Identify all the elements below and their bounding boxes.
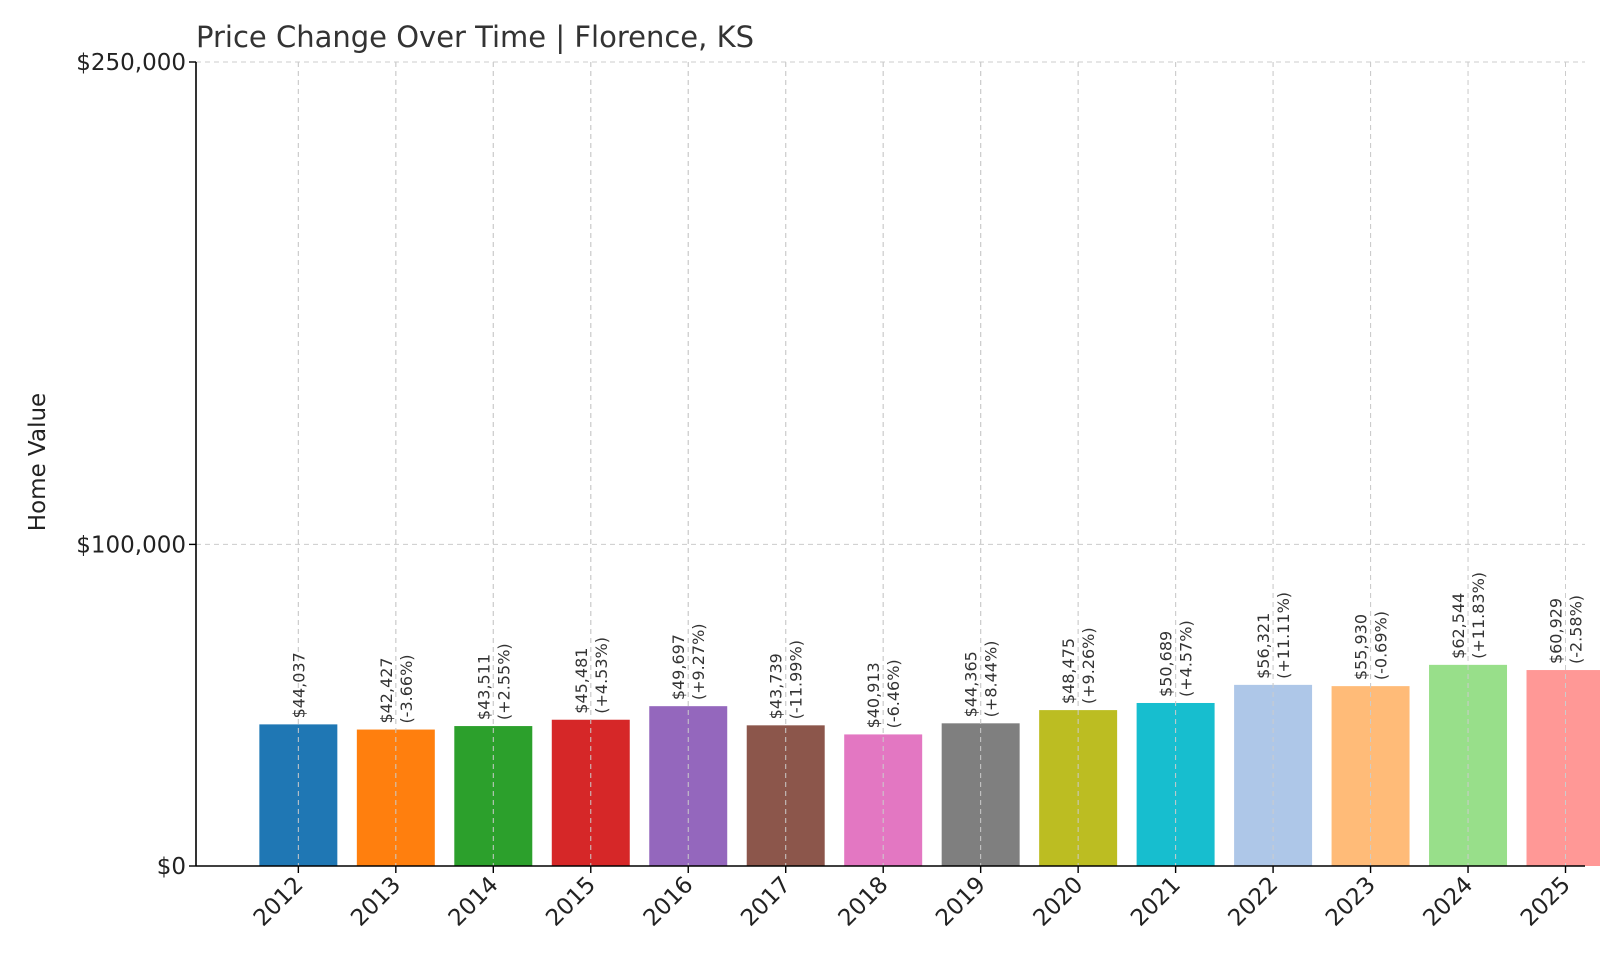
value-label-2012: $44,037 [289, 652, 308, 718]
y-tick-label: $100,000 [76, 532, 186, 558]
x-tick-label: 2016 [639, 872, 699, 932]
change-label-2017: (-11.99%) [787, 640, 806, 719]
value-label-2025: $60,929 [1547, 598, 1566, 664]
data-label-layer: $44,037 $42,427 (-3.66%) $43,511 (+2.55%) $45… [289, 572, 1585, 728]
change-label-2020: (+9.26%) [1079, 627, 1098, 704]
value-label-2015: $45,481 [572, 648, 591, 714]
value-label-2018: $40,913 [864, 662, 883, 728]
change-label-2013: (-3.66%) [397, 654, 416, 723]
x-tick-label: 2024 [1418, 872, 1478, 932]
change-label-2016: (+9.27%) [689, 623, 708, 700]
value-label-2022: $56,321 [1254, 613, 1273, 679]
x-tick-label: 2014 [444, 872, 504, 932]
x-tick-label: 2020 [1029, 872, 1089, 932]
value-label-2013: $42,427 [377, 657, 396, 723]
change-label-2022: (+11.11%) [1274, 592, 1293, 679]
change-label-2015: (+4.53%) [592, 637, 611, 714]
value-label-2016: $49,697 [669, 634, 688, 700]
change-label-2014: (+2.55%) [494, 643, 513, 720]
chart-title: Price Change Over Time | Florence, KS [196, 20, 754, 54]
change-label-2019: (+8.44%) [982, 641, 1001, 718]
value-label-2017: $43,739 [767, 653, 786, 719]
x-tick-label: 2019 [931, 872, 991, 932]
change-label-2021: (+4.57%) [1177, 620, 1196, 697]
value-label-2019: $44,365 [962, 651, 981, 717]
x-tick-label: 2018 [834, 872, 894, 932]
value-label-2020: $48,475 [1059, 638, 1078, 704]
x-tick-label: 2017 [736, 872, 796, 932]
change-label-2024: (+11.83%) [1469, 572, 1488, 659]
x-tick-label: 2021 [1126, 872, 1186, 932]
change-label-2023: (-0.69%) [1372, 611, 1391, 680]
bar-layer [259, 62, 1600, 866]
y-axis-label: Home Value [25, 393, 51, 531]
x-tick-label: 2013 [346, 872, 406, 932]
bar-2013 [356, 729, 435, 866]
value-label-2023: $55,930 [1352, 614, 1371, 680]
x-tick-label: 2022 [1224, 872, 1284, 932]
y-tick-label: $0 [157, 854, 186, 880]
x-tick-label: 2023 [1321, 872, 1381, 932]
bar-2020 [1039, 710, 1118, 866]
change-label-2018: (-6.46%) [884, 659, 903, 728]
value-label-2021: $50,689 [1157, 631, 1176, 697]
bar-2025 [1526, 670, 1600, 866]
value-label-2014: $43,511 [474, 654, 493, 720]
change-label-2025: (-2.58%) [1567, 595, 1586, 664]
value-label-2024: $62,544 [1449, 593, 1468, 659]
x-tick-label: 2012 [249, 872, 309, 932]
x-tick-label: 2015 [541, 872, 601, 932]
x-tick-label: 2025 [1516, 872, 1576, 932]
y-tick-label: $250,000 [76, 50, 186, 76]
